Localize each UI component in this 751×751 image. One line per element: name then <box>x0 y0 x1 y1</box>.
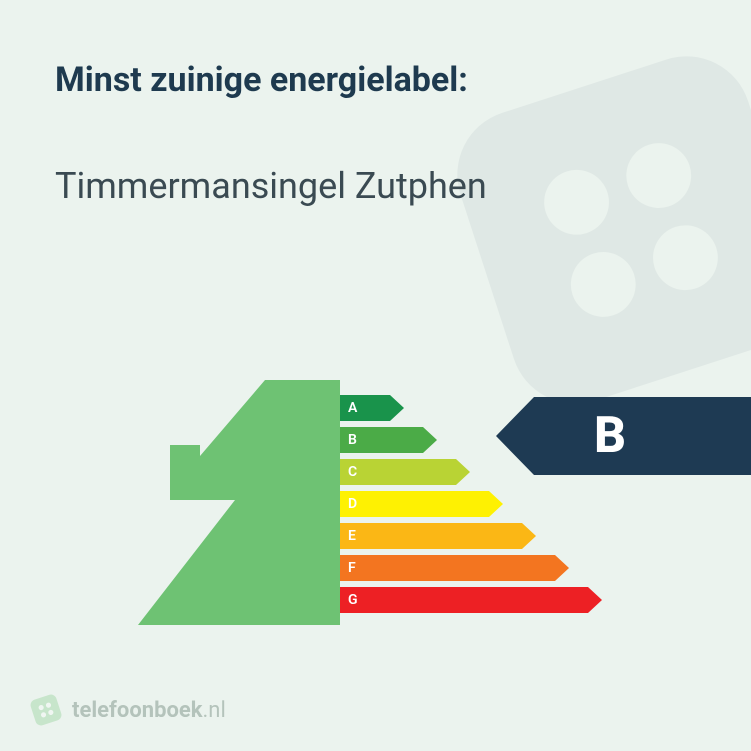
energy-bar-f: F <box>340 555 569 581</box>
bar-shape <box>340 459 470 485</box>
selected-label-badge: B <box>496 397 751 475</box>
bar-letter: G <box>348 592 358 608</box>
footer-brand-bold: telefoonboek <box>72 698 203 723</box>
energy-bar-b: B <box>340 427 437 453</box>
card-subtitle: Timmermansingel Zutphen <box>55 165 487 207</box>
energy-label-card: Minst zuinige energielabel: Timmermansin… <box>0 0 751 751</box>
house-icon <box>130 380 340 625</box>
bar-shape <box>340 555 569 581</box>
energy-bar-c: C <box>340 459 470 485</box>
footer-brand-light: .nl <box>203 698 226 723</box>
footer: telefoonboek.nl <box>30 694 226 726</box>
footer-logo-icon <box>26 690 66 730</box>
bar-letter: D <box>348 496 357 512</box>
energy-bar-a: A <box>340 395 404 421</box>
energy-bar-e: E <box>340 523 536 549</box>
energy-bar-d: D <box>340 491 503 517</box>
bar-shape <box>340 491 503 517</box>
bar-shape <box>340 587 602 613</box>
energy-bar-g: G <box>340 587 602 613</box>
bar-letter: F <box>348 560 356 576</box>
bar-shape <box>340 523 536 549</box>
bar-letter: A <box>348 400 357 416</box>
footer-text: telefoonboek.nl <box>72 698 226 723</box>
badge-letter: B <box>594 407 626 465</box>
bar-letter: C <box>348 464 357 480</box>
bar-letter: E <box>348 528 356 544</box>
card-title: Minst zuinige energielabel: <box>55 60 468 100</box>
bar-letter: B <box>348 432 357 448</box>
